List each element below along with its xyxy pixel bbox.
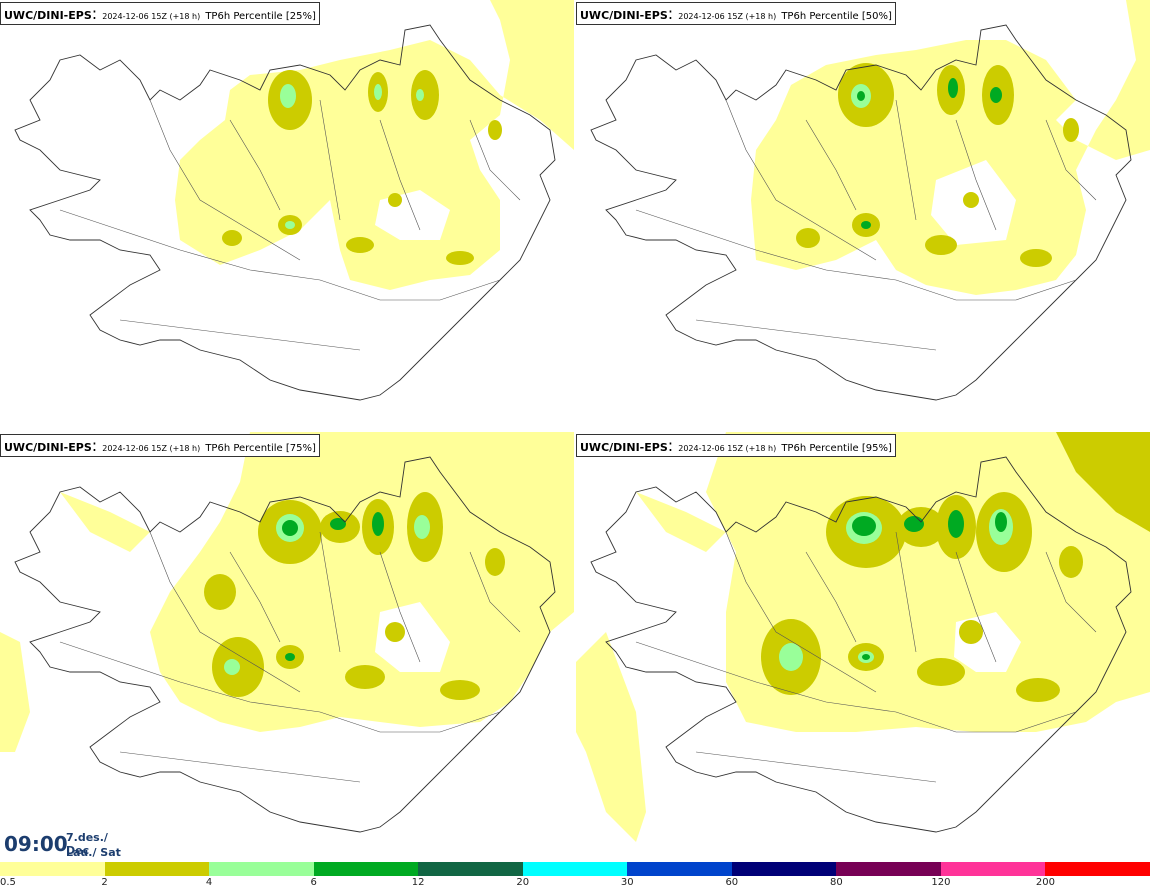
map-panel-p25: UWC/DINI-EPS: 2024-12-06 15Z (+18 h) TP6… xyxy=(0,0,574,430)
valid-time-box: 09:00 7.des./ Dec Lau./ Sat xyxy=(0,828,132,862)
precip-field xyxy=(0,432,574,752)
panel-title: UWC/DINI-EPS: 2024-12-06 15Z (+18 h) TP6… xyxy=(0,434,320,457)
precip-field xyxy=(576,432,1150,842)
legend-label: 4 xyxy=(205,877,213,888)
iceland-coastline xyxy=(590,456,1132,833)
valid-day: Lau./ Sat xyxy=(66,846,121,859)
valid-time: 09:00 xyxy=(4,832,68,856)
legend-label: 20 xyxy=(516,877,530,888)
legend-swatch xyxy=(836,862,942,876)
valid-date: 7.des./ Dec xyxy=(66,831,108,857)
precip-field xyxy=(175,0,574,290)
legend-label: 200 xyxy=(1035,877,1055,888)
legend-swatch xyxy=(940,862,1046,876)
precip-colorbar: 0.5 2 4 6 12 20 30 60 80 120 200 xyxy=(0,862,1150,891)
precip-field xyxy=(751,0,1150,295)
legend-label: 0.5 xyxy=(0,877,16,888)
precip-map xyxy=(14,0,574,401)
legend-label: 30 xyxy=(620,877,634,888)
map-panel-p75: UWC/DINI-EPS: 2024-12-06 15Z (+18 h) TP6… xyxy=(0,432,574,862)
panel-title: UWC/DINI-EPS: 2024-12-06 15Z (+18 h) TP6… xyxy=(576,434,896,457)
map-panel-p95: UWC/DINI-EPS: 2024-12-06 15Z (+18 h) TP6… xyxy=(576,432,1150,862)
precip-map xyxy=(576,432,1150,842)
legend-swatch xyxy=(627,862,733,876)
legend-label: 60 xyxy=(725,877,739,888)
iceland-coastline xyxy=(14,456,556,833)
iceland-coastline xyxy=(590,24,1132,401)
legend-label: 6 xyxy=(310,877,317,888)
legend-swatch xyxy=(313,862,419,876)
iceland-coastline xyxy=(14,24,556,401)
legend-label: 2 xyxy=(101,877,108,888)
legend-label: 120 xyxy=(931,877,951,888)
legend-swatch xyxy=(209,862,315,876)
panel-title: UWC/DINI-EPS: 2024-12-06 15Z (+18 h) TP6… xyxy=(576,2,896,25)
legend-swatch xyxy=(522,862,628,876)
legend-swatch xyxy=(1045,862,1150,876)
map-panel-p50: UWC/DINI-EPS: 2024-12-06 15Z (+18 h) TP6… xyxy=(576,0,1150,430)
legend-swatch xyxy=(418,862,524,876)
panel-divider xyxy=(0,430,1150,432)
legend-swatch xyxy=(731,862,837,876)
legend-label: 12 xyxy=(411,877,425,888)
precip-map xyxy=(590,0,1150,401)
panel-title: UWC/DINI-EPS: 2024-12-06 15Z (+18 h) TP6… xyxy=(0,2,320,25)
legend-swatch xyxy=(0,862,106,876)
legend-swatch xyxy=(104,862,210,876)
precip-map xyxy=(0,432,574,833)
legend-label: 80 xyxy=(829,877,843,888)
